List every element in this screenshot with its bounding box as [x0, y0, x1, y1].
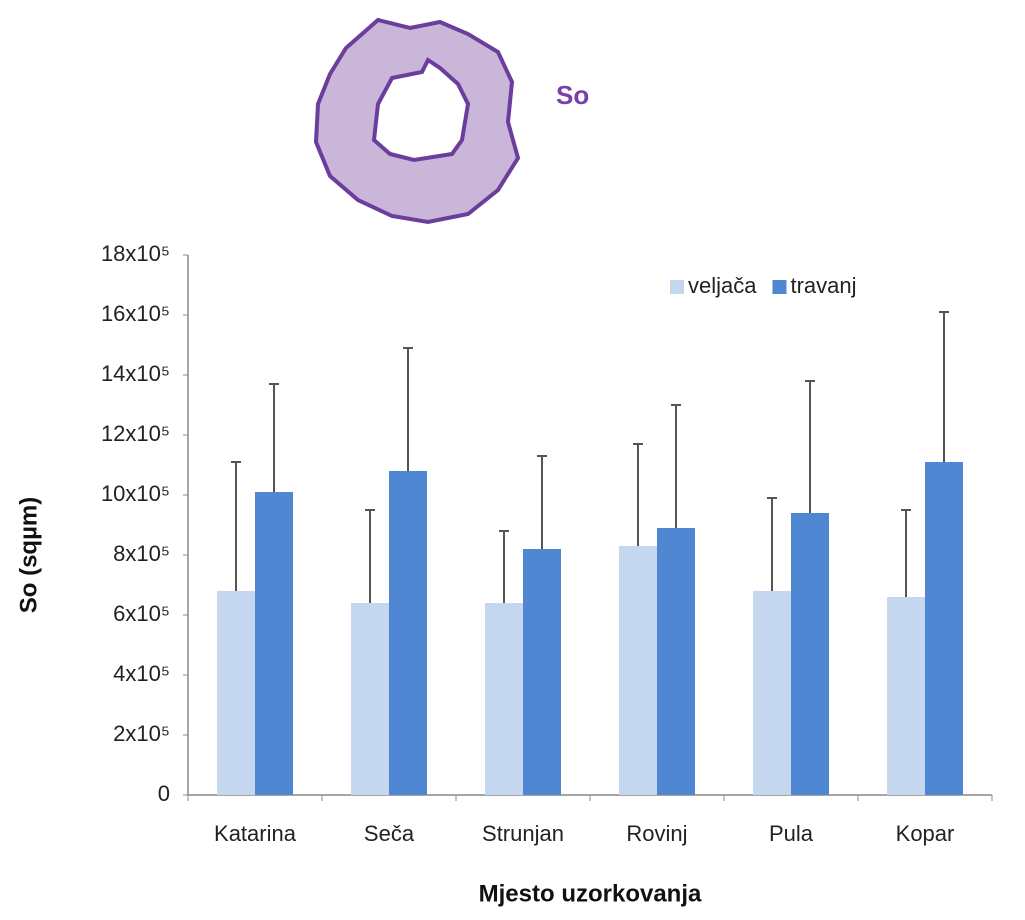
x-axis-label: Mjesto uzorkovanja [479, 880, 702, 907]
x-tick-label: Strunjan [482, 821, 564, 846]
x-tick-label: Pula [769, 821, 814, 846]
annotation: So [556, 80, 589, 110]
bar [925, 462, 963, 795]
legend-swatch [670, 280, 684, 294]
bar [351, 603, 389, 795]
bar [619, 546, 657, 795]
y-tick-label: 8x10⁵ [113, 541, 170, 566]
y-tick-label: 2x10⁵ [113, 721, 170, 746]
legend-label: travanj [790, 273, 856, 298]
y-tick-label: 12x10⁵ [101, 421, 170, 446]
bar [791, 513, 829, 795]
page: {"chart_data": {"type": "bar", "annotati… [0, 0, 1025, 920]
bar [255, 492, 293, 795]
x-tick-label: Katarina [214, 821, 297, 846]
chart: So So (sqµm) Mjesto uzorkovanja 0 2x10⁵ 4x… [0, 0, 1025, 915]
bar [485, 603, 523, 795]
x-tick-label: Rovinj [626, 821, 687, 846]
y-tick-label: 4x10⁵ [113, 661, 170, 686]
bar [217, 591, 255, 795]
y-tick-label: 6x10⁵ [113, 601, 170, 626]
bar [887, 597, 925, 795]
legend-label: veljača [688, 273, 757, 298]
legend-swatch [772, 280, 786, 294]
y-tick-label: 14x10⁵ [101, 361, 170, 386]
y-axis-label: So (sqµm) [15, 497, 42, 614]
bar [523, 549, 561, 795]
bar [657, 528, 695, 795]
y-tick-label: 16x10⁵ [101, 301, 170, 326]
bar [389, 471, 427, 795]
x-tick-label: Kopar [896, 821, 955, 846]
x-tick-label: Seča [364, 821, 415, 846]
bar [753, 591, 791, 795]
y-tick-label: 10x10⁵ [101, 481, 170, 506]
y-tick-label: 0 [158, 781, 170, 806]
y-tick-label: 18x10⁵ [101, 241, 170, 266]
cell-diagram [316, 20, 518, 222]
